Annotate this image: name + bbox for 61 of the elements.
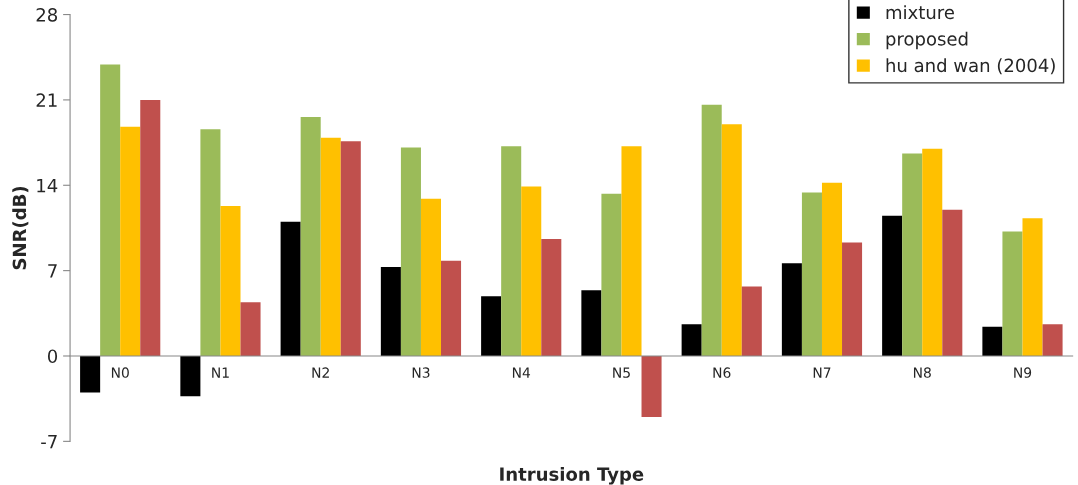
bar xyxy=(320,137,341,356)
bar xyxy=(340,141,361,356)
y-tick-label: 0 xyxy=(47,349,58,364)
bar xyxy=(140,99,161,356)
bar xyxy=(781,263,802,356)
bar xyxy=(180,355,201,397)
bar xyxy=(922,148,943,356)
bar xyxy=(942,209,963,356)
x-tick-label: N5 xyxy=(613,367,630,378)
bar xyxy=(621,146,642,356)
bar xyxy=(601,193,622,356)
bar xyxy=(1002,231,1023,356)
bar xyxy=(581,290,602,356)
bar xyxy=(441,260,462,356)
bar xyxy=(821,182,843,356)
x-tick-label: N3 xyxy=(412,367,430,378)
bar xyxy=(1042,324,1063,356)
y-tick-label: 14 xyxy=(37,178,58,193)
x-axis-title: Intrusion Type xyxy=(500,466,644,485)
bar xyxy=(1022,218,1043,356)
bar xyxy=(240,302,261,356)
bar xyxy=(902,153,923,356)
bar xyxy=(100,64,121,356)
legend-label: hu and wan (2004) xyxy=(886,58,1055,75)
bar xyxy=(400,147,421,356)
bar xyxy=(721,124,742,356)
bar xyxy=(380,266,401,356)
bar xyxy=(420,198,442,356)
y-tick-label: 28 xyxy=(36,8,58,22)
bar xyxy=(120,126,141,356)
x-tick-label: N9 xyxy=(1014,367,1032,378)
bar xyxy=(300,116,321,356)
bar xyxy=(641,355,662,417)
bar xyxy=(801,192,822,356)
bar xyxy=(481,296,502,356)
y-axis-title: SNR(dB) xyxy=(12,186,29,270)
bar xyxy=(521,186,542,356)
bar xyxy=(882,215,903,356)
bar xyxy=(842,242,863,356)
x-tick-label: N7 xyxy=(813,367,831,378)
bar xyxy=(501,146,522,356)
bar xyxy=(80,355,101,393)
legend-label: proposed xyxy=(886,31,968,50)
x-tick-label: N2 xyxy=(312,367,329,378)
legend-label: mixture xyxy=(886,5,954,20)
bar xyxy=(681,324,702,356)
bar xyxy=(701,104,722,356)
x-tick-label: N6 xyxy=(713,367,731,378)
bar xyxy=(280,221,301,356)
x-tick-label: N0 xyxy=(111,367,129,378)
x-tick-label: N1 xyxy=(212,367,229,378)
y-tick-label: 7 xyxy=(48,264,57,278)
bar xyxy=(220,206,241,356)
bar xyxy=(982,326,1003,356)
x-tick-label: N4 xyxy=(512,367,531,378)
bar xyxy=(741,286,762,356)
y-tick-label: 21 xyxy=(36,93,57,107)
y-tick-label: -7 xyxy=(41,435,57,449)
bar xyxy=(200,129,221,356)
x-tick-label: N8 xyxy=(913,367,931,378)
bar xyxy=(541,238,562,356)
